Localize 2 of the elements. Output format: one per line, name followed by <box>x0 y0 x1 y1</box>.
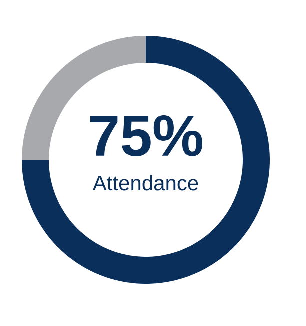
slice-label: Attendance <box>92 175 198 191</box>
data-label: 75% <box>90 116 202 156</box>
